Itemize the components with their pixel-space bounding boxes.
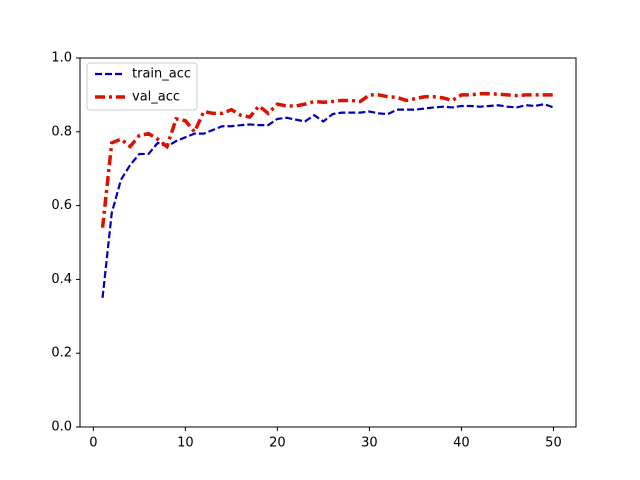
x-tick-label: 0 — [89, 436, 97, 451]
x-tick-label: 50 — [545, 436, 562, 451]
y-tick-label: 0.0 — [51, 420, 72, 435]
legend-label: val_acc — [132, 90, 180, 105]
y-tick-label: 0.2 — [51, 346, 72, 361]
series-line — [101, 102, 554, 298]
x-tick-label: 30 — [361, 436, 378, 451]
legend-label: train_acc — [132, 67, 191, 82]
x-tick-label: 40 — [453, 436, 470, 451]
series-line — [100, 92, 554, 228]
y-tick-label: 1.0 — [51, 51, 72, 66]
legend-box — [86, 62, 198, 111]
legend: train_acc val_acc — [86, 62, 198, 111]
y-tick-label: 0.4 — [51, 272, 72, 287]
y-tick-label: 0.6 — [51, 198, 72, 213]
x-tick-label: 10 — [177, 436, 194, 451]
plot-frame — [79, 57, 577, 428]
x-tick-label: 20 — [269, 436, 286, 451]
y-tick-label: 0.8 — [51, 124, 72, 139]
